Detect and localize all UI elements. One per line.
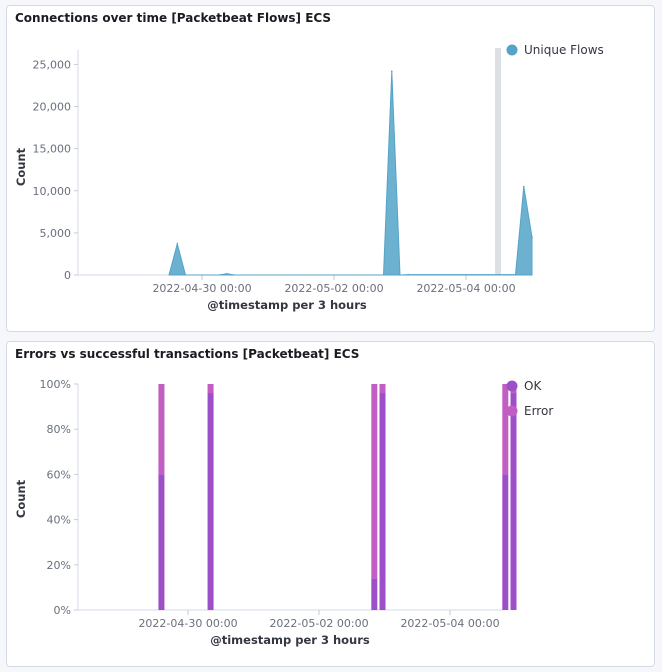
x-tick-label: 2022-05-04 00:00: [400, 617, 499, 630]
bar-ok[interactable]: [379, 393, 386, 610]
transactions-chart: 0% 20% 40% 60% 80% 100% 2022-04-30 00:00 2022-0…: [14, 378, 553, 647]
y-tick-label: 25,000: [33, 58, 72, 71]
data-point: [531, 236, 533, 238]
x-tick-label: 2022-05-02 00:00: [269, 617, 368, 630]
y-tick-label: 5,000: [40, 227, 72, 240]
data-point: [176, 243, 179, 245]
data-point: [514, 273, 517, 276]
x-axis-title: @timestamp per 3 hours: [210, 633, 370, 647]
data-point: [225, 272, 228, 275]
bar-ok[interactable]: [207, 393, 214, 610]
transactions-panel: Errors vs successful transactions [Packe…: [6, 341, 655, 667]
x-axis-title: @timestamp per 3 hours: [207, 298, 367, 312]
x-tick-label: 2022-05-04 00:00: [416, 282, 515, 295]
bar-ok[interactable]: [510, 393, 517, 610]
data-point: [390, 70, 393, 72]
data-point: [522, 185, 525, 188]
y-tick-label: 80%: [47, 423, 71, 436]
connections-chart: 0 5,000 10,000 15,000 20,000 25,000 2022-04-30…: [14, 43, 604, 312]
x-tick-label: 2022-04-30 00:00: [138, 617, 237, 630]
bar-error[interactable]: [207, 384, 214, 394]
y-tick-label: 20%: [47, 559, 71, 572]
legend-swatch-error[interactable]: [506, 405, 518, 417]
y-tick-label: 60%: [47, 468, 71, 481]
legend-label: Error: [524, 404, 553, 418]
y-tick-label: 40%: [47, 514, 71, 527]
x-tick-label: 2022-04-30 00:00: [152, 282, 251, 295]
x-tick-label: 2022-05-02 00:00: [284, 282, 383, 295]
legend-label: Unique Flows: [524, 43, 604, 57]
bar-error[interactable]: [379, 384, 386, 394]
legend-swatch-ok[interactable]: [506, 380, 518, 392]
y-tick-label: 15,000: [33, 143, 72, 156]
connections-panel: Connections over time [Packetbeat Flows]…: [6, 5, 655, 332]
y-tick-label: 0%: [54, 604, 71, 617]
panel-title: Connections over time [Packetbeat Flows]…: [15, 11, 332, 25]
bar-ok[interactable]: [502, 474, 509, 610]
bar-error[interactable]: [502, 384, 509, 475]
bar-ok[interactable]: [158, 474, 165, 610]
bar-error[interactable]: [371, 384, 378, 579]
y-tick-label: 20,000: [33, 101, 72, 114]
bar-ok[interactable]: [371, 578, 378, 610]
bar-error[interactable]: [158, 384, 165, 475]
y-axis-title: Count: [14, 479, 28, 518]
range-end-marker: [495, 48, 501, 275]
legend-label: OK: [524, 379, 542, 393]
area-series-unique-flows: [168, 71, 533, 276]
y-tick-label: 10,000: [33, 185, 72, 198]
data-point: [407, 273, 410, 276]
y-tick-label: 100%: [40, 378, 71, 391]
legend-swatch-unique-flows[interactable]: [506, 44, 518, 56]
y-tick-label: 0: [64, 269, 71, 282]
y-axis-title: Count: [14, 147, 28, 186]
panel-title: Errors vs successful transactions [Packe…: [15, 347, 360, 361]
